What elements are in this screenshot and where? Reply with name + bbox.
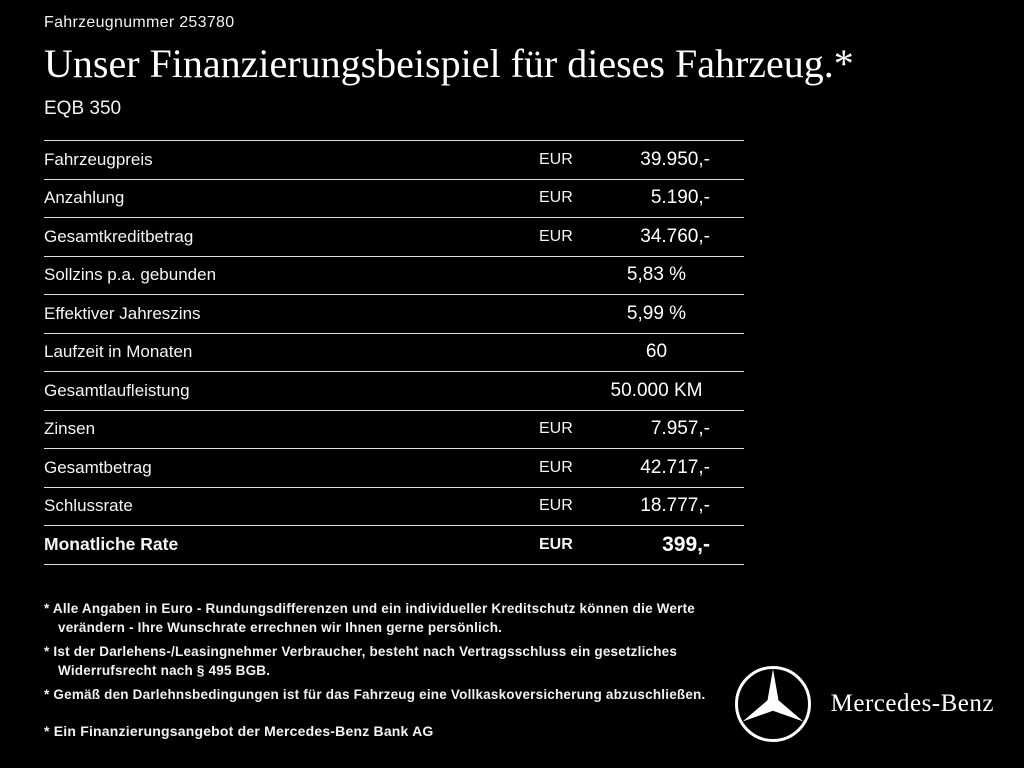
row-value: 399,- bbox=[662, 532, 710, 556]
footnote-rounding: * Alle Angaben in Euro - Rundungsdiffere… bbox=[44, 600, 695, 635]
row-values: 5,99 % bbox=[539, 303, 744, 325]
row-currency: EUR bbox=[539, 458, 573, 476]
row-values: EUR 18.777,- bbox=[539, 495, 744, 517]
row-label: Sollzins p.a. gebunden bbox=[44, 265, 217, 285]
table-row: Anzahlung EUR 5.190,- bbox=[44, 178, 744, 218]
row-value: 18.777,- bbox=[640, 495, 710, 517]
footnote-withdrawal: * Ist der Darlehens-/Leasingnehmer Verbr… bbox=[44, 643, 678, 678]
vehicle-model: EQB 350 bbox=[44, 98, 122, 119]
row-label: Effektiver Jahreszins bbox=[44, 303, 201, 323]
row-label: Monatliche Rate bbox=[44, 534, 179, 555]
row-currency: EUR bbox=[539, 150, 573, 168]
financing-table: Fahrzeugpreis EUR 39.950,- Anzahlung EUR… bbox=[44, 140, 744, 565]
page-title: Unser Finanzierungsbeispiel für dieses F… bbox=[44, 41, 854, 86]
row-value: 60 bbox=[645, 341, 668, 363]
row-value: 7.957,- bbox=[650, 418, 710, 440]
row-currency: EUR bbox=[539, 227, 573, 245]
vehicle-number: Fahrzeugnummer 253780 bbox=[44, 14, 235, 31]
row-currency: EUR bbox=[539, 420, 573, 438]
row-label: Anzahlung bbox=[44, 188, 125, 208]
table-row: Fahrzeugpreis EUR 39.950,- bbox=[44, 140, 744, 179]
row-values: 5,83 % bbox=[539, 264, 744, 286]
row-currency: EUR bbox=[539, 535, 573, 553]
row-value: 5,83 % bbox=[626, 264, 687, 286]
row-currency: EUR bbox=[539, 189, 573, 207]
row-values: EUR 7.957,- bbox=[539, 418, 744, 440]
row-currency: EUR bbox=[539, 497, 573, 515]
table-row: Schlussrate EUR 18.777,- bbox=[44, 486, 744, 526]
row-label: Gesamtlaufleistung bbox=[44, 380, 190, 400]
row-value: 5.190,- bbox=[650, 187, 710, 209]
mercedes-star-icon bbox=[733, 664, 813, 744]
row-values: EUR 42.717,- bbox=[539, 457, 744, 479]
table-row: Gesamtkreditbetrag EUR 34.760,- bbox=[44, 217, 744, 256]
brand-name: Mercedes-Benz bbox=[830, 690, 994, 717]
row-values: 50.000 KM bbox=[539, 380, 744, 402]
row-label: Fahrzeugpreis bbox=[44, 149, 153, 169]
row-values: EUR 34.760,- bbox=[539, 226, 744, 248]
footnote-bank: * Ein Finanzierungsangebot der Mercedes-… bbox=[44, 723, 434, 740]
table-row: Sollzins p.a. gebunden 5,83 % bbox=[44, 255, 744, 295]
row-values: EUR 39.950,- bbox=[539, 149, 744, 171]
footnotes: * Alle Angaben in Euro - Rundungsdiffere… bbox=[44, 599, 762, 743]
brand-footer: Mercedes-Benz bbox=[733, 664, 994, 744]
row-values: 60 bbox=[539, 341, 744, 363]
table-row-monthly-rate: Monatliche Rate EUR 399,- bbox=[44, 525, 744, 565]
table-row: Gesamtbetrag EUR 42.717,- bbox=[44, 448, 744, 487]
footnote-insurance: * Gemäß den Darlehnsbedingungen ist für … bbox=[44, 687, 706, 703]
row-value: 50.000 KM bbox=[610, 379, 703, 401]
row-label: Gesamtkreditbetrag bbox=[44, 226, 194, 246]
row-value: 39.950,- bbox=[640, 148, 710, 170]
table-row: Laufzeit in Monaten 60 bbox=[44, 332, 744, 372]
row-value: 42.717,- bbox=[640, 456, 710, 478]
table-row: Effektiver Jahreszins 5,99 % bbox=[44, 294, 744, 333]
table-row: Zinsen EUR 7.957,- bbox=[44, 409, 744, 449]
row-label: Zinsen bbox=[44, 419, 96, 439]
row-label: Gesamtbetrag bbox=[44, 457, 152, 477]
row-label: Schlussrate bbox=[44, 496, 133, 516]
main-content: Fahrzeugnummer 253780 Unser Finanzierung… bbox=[44, 14, 854, 743]
table-row: Gesamtlaufleistung 50.000 KM bbox=[44, 371, 744, 410]
row-value: 34.760,- bbox=[640, 225, 710, 247]
row-values: EUR 399,- bbox=[539, 533, 744, 557]
row-label: Laufzeit in Monaten bbox=[44, 342, 193, 362]
row-value: 5,99 % bbox=[626, 302, 687, 324]
row-values: EUR 5.190,- bbox=[539, 187, 744, 209]
